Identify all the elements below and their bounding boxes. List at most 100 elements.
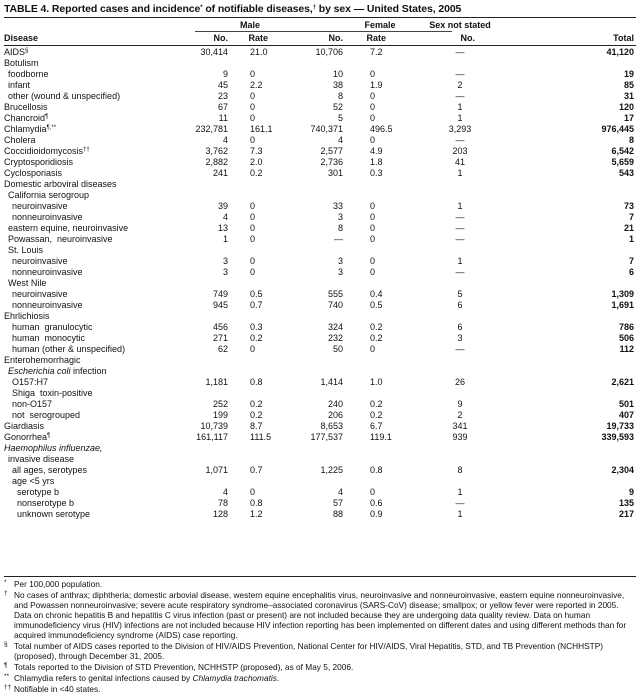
row-label-text: foodborne — [8, 69, 49, 79]
not-stated-count: 341 — [452, 421, 468, 431]
female-count: 50 — [332, 344, 343, 354]
female-rate: 0.9 — [370, 509, 383, 519]
male-rate: 8.7 — [250, 421, 263, 431]
male-rate: 0 — [250, 201, 256, 211]
female-count: 3 — [337, 212, 343, 222]
male-rate: 0.8 — [250, 377, 263, 387]
male-header: Male — [239, 20, 260, 30]
total-count: 339,593 — [601, 432, 634, 442]
row-label: St. Louis — [8, 245, 43, 256]
female-rate: 0 — [370, 223, 376, 233]
footnote-text: Total number of AIDS cases reported to t… — [14, 641, 604, 661]
not-stated-count: 3,293 — [448, 124, 472, 134]
footnote-mark: † — [312, 5, 316, 11]
female-rate: 0 — [370, 102, 376, 112]
male-rate: 0.2 — [250, 410, 263, 420]
row-label-text: infection — [70, 366, 107, 376]
row-label-text: Chlamydia — [4, 124, 47, 134]
row-label-text: human monocytic — [12, 333, 86, 343]
table-row: nonserotype b 78 0.8 57 0.6 — 135 — [0, 498, 640, 509]
female-rate: 0.2 — [370, 322, 383, 332]
table-row: Gonorrhea¶ 161,117 111.5 177,537 119.1 939 339… — [0, 432, 640, 443]
male-rate: 161.1 — [250, 124, 273, 134]
female-rate: 0 — [370, 344, 376, 354]
female-count: 740 — [327, 300, 343, 310]
male-rate: 2.0 — [250, 157, 263, 167]
footnote-text: Totals reported to the Division of STD P… — [14, 662, 354, 672]
female-header: Female — [364, 20, 396, 30]
male-count: 45 — [217, 80, 228, 90]
total-count: 21 — [623, 223, 634, 233]
male-count: 30,414 — [200, 47, 228, 57]
female-rate: 0 — [370, 212, 376, 222]
row-label: Gonorrhea¶ — [4, 432, 50, 443]
row-label: Enterohemorrhagic — [4, 355, 81, 366]
not-stated-count: — — [455, 69, 465, 79]
male-rate: 0 — [250, 267, 256, 277]
female-count: 2,577 — [320, 146, 343, 156]
not-stated-count: 1 — [457, 487, 463, 497]
top-rule — [4, 17, 636, 18]
total-count: 31 — [623, 91, 634, 101]
not-stated-count: 26 — [454, 377, 465, 387]
female-count: 240 — [327, 399, 343, 409]
total-count: 5,659 — [611, 157, 634, 167]
female-rate: 0 — [370, 69, 376, 79]
male-rate: 0.2 — [250, 333, 263, 343]
female-count: 3 — [337, 256, 343, 266]
table-row: Enterohemorrhagic — [0, 355, 640, 366]
table-title: TABLE 4. Reported cases and incidence* o… — [4, 3, 461, 15]
row-label-text: Chancroid — [4, 113, 46, 123]
row-label: other (wound & unspecified) — [8, 91, 120, 102]
total-count: 73 — [623, 201, 634, 211]
female-count: 324 — [327, 322, 343, 332]
not-stated-count: 2 — [457, 410, 463, 420]
male-rate: 0 — [250, 102, 256, 112]
total-count: 6 — [628, 267, 634, 277]
row-label: Botulism — [4, 58, 39, 69]
female-rate: 0 — [370, 487, 376, 497]
male-rate: 0.2 — [250, 168, 263, 178]
row-label-text: AIDS — [4, 47, 26, 57]
row-label-text: Botulism — [4, 58, 39, 68]
row-label-text: human (other & unspecified) — [12, 344, 126, 354]
footnote-mark: ** — [4, 673, 10, 680]
male-rate: 0 — [250, 256, 256, 266]
not-stated-count: 203 — [452, 146, 468, 156]
not-stated-count: 6 — [457, 300, 463, 310]
row-label-text: age <5 yrs — [12, 476, 55, 486]
male-count: 1,071 — [205, 465, 228, 475]
row-label: nonneuroinvasive — [12, 300, 83, 311]
female-count: 8 — [337, 223, 343, 233]
not-stated-count: — — [455, 267, 465, 277]
title-text: by sex — United States, 2005 — [315, 3, 462, 15]
footnote-text: Per 100,000 population. — [14, 579, 103, 589]
row-label: Cholera — [4, 135, 36, 146]
footnote-mark: § — [25, 48, 29, 54]
male-count: 78 — [217, 498, 228, 508]
row-label-italic: Escherichia coli — [8, 366, 71, 376]
female-count: 52 — [332, 102, 343, 112]
female-rate: 0 — [370, 113, 376, 123]
footnote-end: . — [276, 673, 280, 683]
total-count: 6,542 — [611, 146, 634, 156]
row-label: Haemophilus influenzae, — [4, 443, 103, 454]
row-label-text: Powassan, neuroinvasive — [8, 234, 113, 244]
female-count: 8,653 — [320, 421, 343, 431]
not-stated-count: — — [455, 234, 465, 244]
row-label: nonserotype b — [17, 498, 74, 509]
row-label-text: Giardiasis — [4, 421, 45, 431]
table-row: Cholera 4 0 4 0 — 8 — [0, 135, 640, 146]
table-row: eastern equine, neuroinvasive 13 0 8 0 — 21 — [0, 223, 640, 234]
female-count: 555 — [327, 289, 343, 299]
not-stated-count: 1 — [457, 509, 463, 519]
row-label-text: neuroinvasive — [12, 256, 68, 266]
row-label-text: Domestic arboviral diseases — [4, 179, 117, 189]
female-rate: 0.2 — [370, 410, 383, 420]
table-row: Domestic arboviral diseases — [0, 179, 640, 190]
female-count: 232 — [327, 333, 343, 343]
male-rate: 7.3 — [250, 146, 263, 156]
male-rate: 0 — [250, 135, 256, 145]
male-count: 39 — [217, 201, 228, 211]
row-label: serotype b — [17, 487, 59, 498]
